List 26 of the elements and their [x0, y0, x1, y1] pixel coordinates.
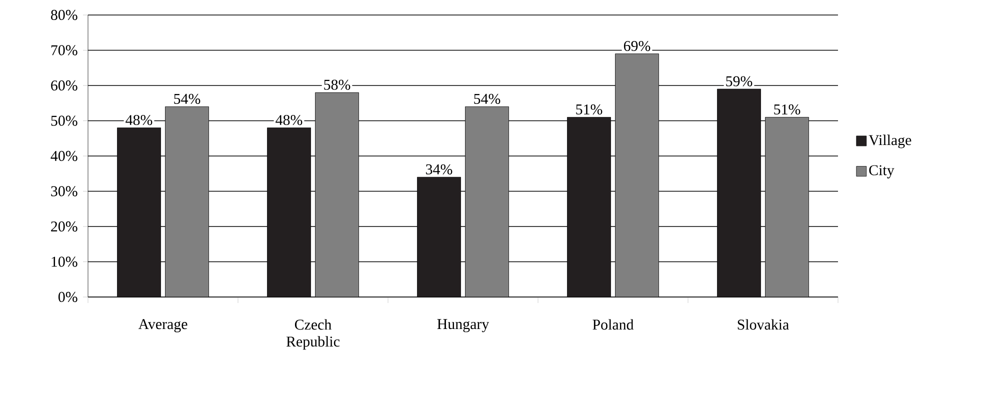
data-label: 34%	[426, 164, 452, 174]
data-label: 58%	[324, 80, 350, 90]
x-tick-label: Czech Republic	[286, 319, 340, 350]
data-label: 54%	[174, 94, 200, 104]
y-tick-label: 60%	[51, 80, 78, 91]
data-label: 51%	[774, 104, 800, 115]
y-tick-label: 10%	[52, 256, 78, 267]
data-label: 59%	[726, 76, 752, 86]
x-tick-label: Hungary	[437, 319, 490, 332]
y-tick-label: 30%	[51, 186, 78, 196]
x-tick-label: Poland	[592, 319, 634, 330]
data-label: 48%	[276, 114, 302, 126]
y-tick-label: 70%	[51, 45, 78, 56]
data-label: 48%	[126, 114, 152, 126]
y-tick-label: 0%	[58, 292, 78, 302]
data-label: 69%	[624, 40, 650, 52]
x-tick-label: Slovakia	[738, 319, 789, 330]
y-tick-label: 50%	[51, 116, 78, 126]
y-tick-label: 80%	[50, 10, 78, 20]
data-label: 51%	[576, 104, 602, 115]
y-tick-label: 40%	[50, 150, 78, 162]
legend-label: City	[869, 165, 894, 178]
y-tick-label: 20%	[51, 221, 78, 232]
legend-label: Village	[868, 134, 912, 148]
x-tick-label: Average	[138, 319, 188, 332]
data-label: 54%	[474, 94, 500, 104]
